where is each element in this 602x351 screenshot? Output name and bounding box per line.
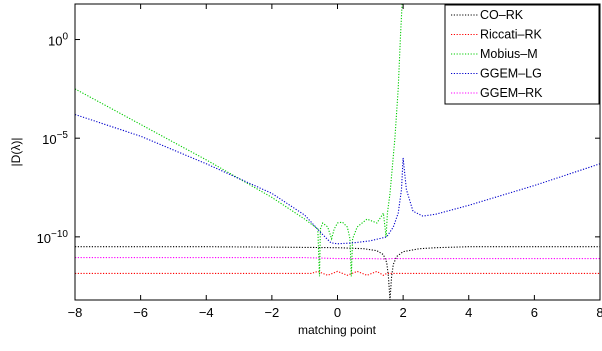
x-tick-label: 2 (400, 305, 407, 320)
y-tick-label: 100 (48, 32, 68, 49)
series-line-5 (75, 257, 600, 260)
series-layer (75, 4, 600, 300)
series-line-1 (75, 246, 600, 300)
legend-label: Mobius–M (480, 47, 538, 61)
x-tick-label: −2 (264, 305, 279, 320)
legend-label: GGEM–RK (480, 86, 543, 100)
y-axis-label: |D(λ)| (9, 138, 23, 167)
x-axis-label: matching point (298, 323, 377, 337)
legend: CO–RK Riccati–RK Mobius–M GGEM–LG GGEM–RK (444, 4, 600, 105)
legend-label: Riccati–RK (480, 28, 542, 42)
x-tick-label: −8 (68, 305, 83, 320)
x-tick-label: −6 (133, 305, 148, 320)
legend-label: GGEM–LG (480, 67, 542, 81)
x-tick-label: 0 (334, 305, 341, 320)
x-tick-label: −4 (199, 305, 214, 320)
y-tick-label: 10−5 (42, 130, 68, 147)
x-tick-label: 4 (465, 305, 472, 320)
series-line-3 (75, 4, 404, 277)
series-line-2 (75, 270, 600, 276)
x-tick-label: 8 (596, 305, 602, 320)
y-tick-label: 10−10 (37, 229, 69, 246)
ticks-layer: −8 −6 −4 −2 0 2 4 6 8 100 10−5 10−10 (37, 4, 602, 320)
legend-label: CO–RK (480, 8, 524, 22)
x-tick-label: 6 (531, 305, 538, 320)
